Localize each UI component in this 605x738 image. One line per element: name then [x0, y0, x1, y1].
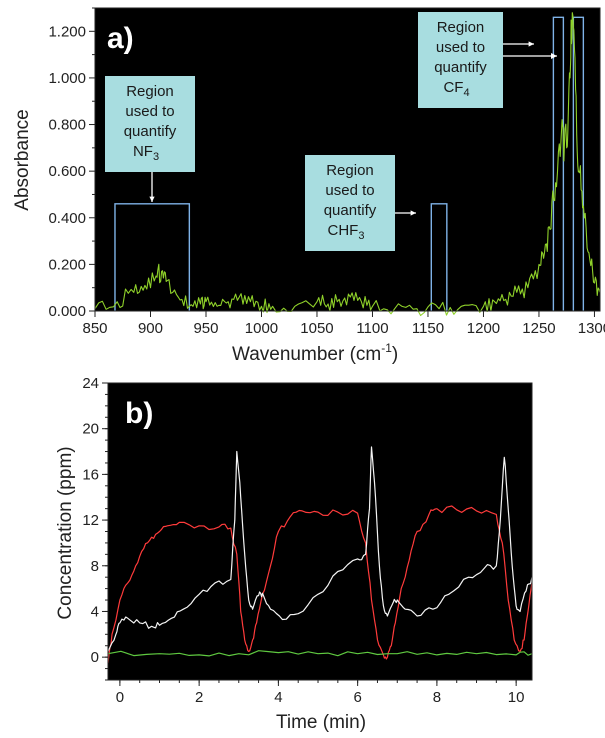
x-tick-label-0: 850 — [82, 320, 107, 337]
y-tick-label-0: 0.000 — [48, 303, 86, 320]
callout-box-2 — [418, 12, 503, 108]
callout-species-sub: 3 — [153, 151, 159, 163]
quantify-region-3 — [572, 16, 585, 311]
quantify-region-1 — [430, 203, 448, 311]
y-tick-label-5: 20 — [82, 421, 99, 438]
y-tick-label-5: 1.000 — [48, 70, 86, 87]
x-tick-label-3: 6 — [353, 689, 361, 706]
x-tick-label-5: 10 — [508, 689, 525, 706]
panel-b-ylabel: Concentration (ppm) — [55, 446, 76, 619]
callout-text-line: quantify — [124, 123, 177, 140]
callout-text-line: Region — [437, 19, 485, 36]
x-tick-label-3: 1000 — [245, 320, 278, 337]
x-tick-label-8: 1250 — [522, 320, 555, 337]
callout-text-line: used to — [436, 39, 485, 56]
plot-frame — [94, 7, 601, 312]
x-tick-label-1: 2 — [195, 689, 203, 706]
y-tick-label-4: 16 — [82, 466, 99, 483]
panel-a-callouts: Region used to quantify NF3 Region used to qua… — [105, 12, 557, 251]
panel-a-label: a) — [107, 22, 134, 55]
panel-b-series — [107, 446, 533, 663]
x-tick-label-6: 1150 — [412, 320, 444, 337]
x-tick-label-7: 1200 — [467, 320, 500, 337]
panel-b-label: b) — [125, 397, 153, 430]
series-line-1 — [107, 446, 533, 652]
callout-species-sub: 3 — [358, 230, 364, 242]
series-line-2 — [107, 650, 533, 657]
x-tick-label-4: 1050 — [300, 320, 333, 337]
quantify-region-2 — [552, 16, 565, 311]
y-tick-label-1: 0.200 — [48, 256, 86, 273]
callout-arrowhead-0 — [149, 196, 155, 202]
callout-species: CHF3 — [328, 222, 365, 242]
y-tick-label-1: 4 — [91, 603, 99, 620]
callout-species: CF4 — [443, 79, 469, 99]
y-tick-label-6: 1.200 — [48, 23, 86, 40]
callout-text-line: Region — [326, 162, 374, 179]
panel-a-series — [94, 12, 601, 317]
series-line-0 — [107, 505, 533, 663]
callout-box-0 — [105, 76, 195, 172]
xlabel-sup: -1 — [381, 341, 392, 355]
y-tick-label-6: 24 — [82, 375, 99, 392]
callout-species: NF3 — [133, 143, 159, 163]
panel-b-plot-area — [108, 383, 532, 680]
callout-text-line: quantify — [434, 59, 487, 76]
y-tick-label-4: 0.800 — [48, 117, 86, 134]
x-tick-label-0: 0 — [116, 689, 124, 706]
series-line-0 — [94, 12, 601, 317]
callout-arrowhead-3 — [551, 53, 557, 59]
x-tick-label-2: 4 — [274, 689, 282, 706]
callout-arrowhead-2 — [528, 41, 534, 47]
y-tick-label-0: 0 — [91, 649, 99, 666]
y-tick-label-2: 8 — [91, 558, 99, 575]
callout-text-line: quantify — [324, 202, 377, 219]
callout-text-line: used to — [325, 182, 374, 199]
y-tick-label-3: 0.600 — [48, 163, 86, 180]
panel-a-ylabel: Absorbance — [12, 109, 33, 210]
panel-b-xlabel: Time (min) — [276, 712, 366, 733]
quantify-region-0 — [114, 203, 191, 311]
x-tick-label-5: 1100 — [356, 320, 388, 337]
panel-a-regions — [114, 16, 585, 311]
callout-text-line: used to — [125, 103, 174, 120]
callout-text-line: Region — [126, 83, 174, 100]
x-tick-label-2: 950 — [193, 320, 218, 337]
callout-box-1 — [305, 155, 395, 251]
x-tick-label-1: 900 — [138, 320, 163, 337]
callout-arrowhead-1 — [410, 210, 416, 216]
callout-species-sub: 4 — [463, 87, 469, 99]
plot-frame — [107, 382, 533, 681]
xlabel-end: ) — [392, 344, 398, 365]
x-tick-label-4: 8 — [433, 689, 441, 706]
panel-a-xlabel: Wavenumber (cm-1) — [232, 341, 398, 365]
xlabel-main: Wavenumber (cm — [232, 344, 381, 365]
y-tick-label-2: 0.400 — [48, 210, 86, 227]
y-tick-label-3: 12 — [82, 512, 99, 529]
